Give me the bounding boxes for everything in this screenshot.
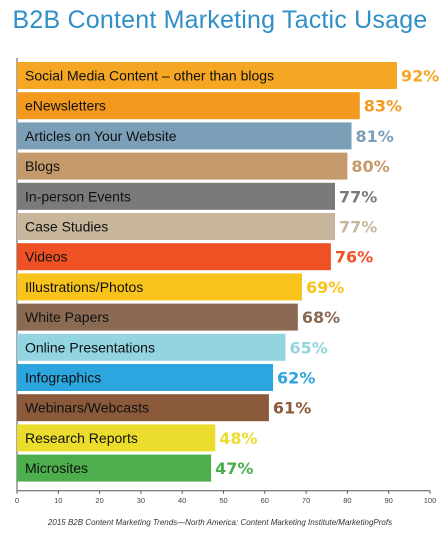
bar [17,213,336,240]
bar-label: Case Studies [25,219,108,235]
source-note: 2015 B2B Content Marketing Trends—North … [47,518,393,527]
x-tick-label: 90 [385,496,393,505]
chart-title: B2B Content Marketing Tactic Usage [12,6,428,34]
bar-label: Videos [25,249,68,265]
bar-label: eNewsletters [25,98,106,114]
value-label: 61% [273,399,311,418]
x-tick-label: 100 [424,496,437,505]
value-label: 80% [351,157,389,176]
bar [17,243,331,271]
x-tick-label: 10 [54,496,62,505]
bar [17,303,298,331]
bar-label: Research Reports [25,430,138,446]
bar [17,92,360,120]
value-label: 83% [364,97,402,116]
bar-label: Blogs [25,158,60,174]
bar-label: Social Media Content – other than blogs [25,68,274,84]
value-label: 76% [335,248,373,267]
bar [17,62,397,89]
x-tick-label: 50 [219,496,227,505]
bar [17,152,348,180]
bar [17,273,302,301]
value-label: 68% [302,308,340,327]
bar [17,394,269,422]
x-tick-label: 70 [302,496,310,505]
bar-label: Microsites [25,460,88,476]
bar [17,454,212,482]
bar-label: Infographics [25,370,101,386]
bar-label: Online Presentations [25,339,155,355]
value-label: 77% [339,218,377,237]
value-label: 81% [356,127,394,146]
value-label: 47% [215,459,253,478]
x-tick-label: 80 [343,496,351,505]
bar [17,424,216,452]
x-tick-label: 60 [261,496,269,505]
bar-label: Webinars/Webcasts [25,400,149,416]
value-label: 62% [277,369,315,388]
bar-label: In-person Events [25,188,131,204]
bar [17,333,286,361]
value-label: 48% [219,429,257,448]
bar [17,122,352,150]
x-tick-label: 0 [15,496,19,505]
x-tick-label: 30 [137,496,145,505]
x-tick-label: 20 [95,496,103,505]
value-label: 92% [401,67,439,86]
value-label: 69% [306,278,344,297]
value-label: 77% [339,187,377,206]
bar-label: Illustrations/Photos [25,279,143,295]
bar-label: Articles on Your Website [25,128,177,144]
bar-label: White Papers [25,309,109,325]
bar [17,182,336,210]
value-label: 65% [289,338,327,357]
x-tick-label: 40 [178,496,186,505]
bar [17,364,274,391]
